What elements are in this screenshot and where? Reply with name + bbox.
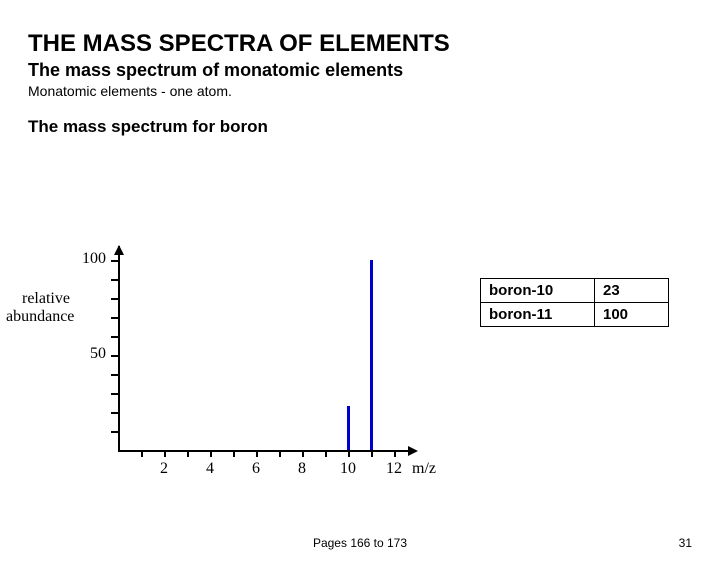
y-axis-label-line2: abundance xyxy=(6,308,74,326)
x-tick xyxy=(233,450,235,457)
x-tick xyxy=(279,450,281,457)
table-row: boron-11100 xyxy=(481,303,669,327)
x-tick xyxy=(348,450,350,457)
x-tick xyxy=(302,450,304,457)
y-tick xyxy=(111,393,118,395)
footer-pages: Pages 166 to 173 xyxy=(0,536,720,550)
page-subline: Monatomic elements - one atom. xyxy=(28,83,720,99)
page-title: THE MASS SPECTRA OF ELEMENTS xyxy=(28,30,720,58)
x-axis-arrow xyxy=(408,446,418,456)
y-tick xyxy=(111,279,118,281)
x-axis-label: m/z xyxy=(412,460,436,478)
y-tick xyxy=(111,374,118,376)
y-tick xyxy=(111,298,118,300)
page-subheading: The mass spectrum for boron xyxy=(28,117,720,137)
x-tick-label: 4 xyxy=(195,460,225,478)
y-axis-arrow xyxy=(114,245,124,255)
x-tick xyxy=(394,450,396,457)
y-tick xyxy=(111,412,118,414)
y-tick xyxy=(111,336,118,338)
spectrum-bar xyxy=(347,406,350,450)
abundance-cell: 100 xyxy=(595,303,669,327)
spectrum-bar xyxy=(370,260,373,450)
y-tick xyxy=(111,260,118,262)
table-row: boron-1023 xyxy=(481,279,669,303)
x-tick xyxy=(187,450,189,457)
x-tick-label: 10 xyxy=(333,460,363,478)
mass-spectrum-chart: 1005024681012relativeabundancem/z xyxy=(22,230,422,490)
y-tick xyxy=(111,317,118,319)
x-tick-label: 8 xyxy=(287,460,317,478)
y-axis-label-line1: relative xyxy=(22,290,70,308)
isotope-cell: boron-11 xyxy=(481,303,595,327)
y-tick-label: 50 xyxy=(70,345,106,363)
x-tick-label: 12 xyxy=(379,460,409,478)
isotope-cell: boron-10 xyxy=(481,279,595,303)
x-tick xyxy=(164,450,166,457)
footer-page-number: 31 xyxy=(679,536,692,550)
y-tick xyxy=(111,355,118,357)
x-tick xyxy=(371,450,373,457)
x-tick xyxy=(141,450,143,457)
x-axis xyxy=(118,450,408,452)
y-tick xyxy=(111,431,118,433)
abundance-cell: 23 xyxy=(595,279,669,303)
x-tick-label: 6 xyxy=(241,460,271,478)
x-tick xyxy=(325,450,327,457)
x-tick xyxy=(256,450,258,457)
x-tick xyxy=(210,450,212,457)
y-tick-label: 100 xyxy=(70,250,106,268)
isotope-table: boron-1023boron-11100 xyxy=(480,278,669,327)
x-tick-label: 2 xyxy=(149,460,179,478)
y-axis xyxy=(118,246,120,450)
page-subtitle: The mass spectrum of monatomic elements xyxy=(28,60,720,81)
